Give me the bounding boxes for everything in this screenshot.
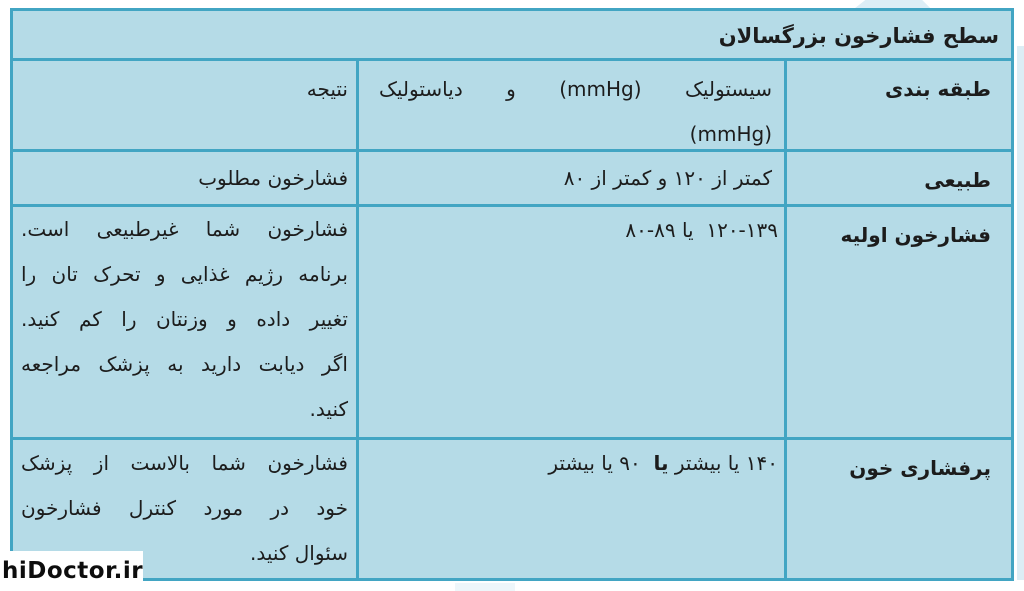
classification-prehypertension: فشارخون اولیه [840, 223, 991, 247]
classification-hypertension: پرفشاری خون [849, 456, 991, 480]
result-line: فشارخون شما بالاست از پزشک [21, 451, 348, 475]
column-header-range: سیستولیک (mmHg) و دیاستولیک (mmHg) [359, 61, 787, 149]
result-line: فشارخون شما غیرطبیعی است. [21, 217, 348, 241]
watermark-text: hiDoctor.ir [2, 558, 144, 584]
column-header-result: نتیجه [13, 61, 359, 149]
watermark: hiDoctor.ir [0, 551, 143, 591]
classification-normal: طبیعی [924, 168, 991, 192]
result-prehypertension: فشارخون شما غیرطبیعی است. برنامه رژیم غذ… [13, 207, 359, 437]
table-title-row: سطح فشارخون بزرگسالان [13, 11, 1011, 61]
column-header-classification: طبقه بندی [884, 77, 991, 101]
table-row-normal: طبیعی کمتر از ۱۲۰ و کمتر از ۸۰ فشارخون م… [13, 152, 1011, 207]
range-normal: کمتر از ۱۲۰ و کمتر از ۸۰ [359, 152, 787, 204]
result-line: برنامه رژیم غذایی و تحرک تان را [21, 262, 348, 286]
result-line: خود در مورد کنترل فشارخون [21, 496, 348, 520]
table-row-hypertension: پرفشاری خون ۱۴۰ یا بیشتر یا ۹۰ یا بیشتر … [13, 440, 1011, 578]
result-line: کنید. [309, 397, 348, 421]
result-hypertension: فشارخون شما بالاست از پزشک خود در مورد ک… [13, 440, 359, 578]
range-header-line1: سیستولیک (mmHg) و دیاستولیک [379, 77, 772, 101]
result-line: سئوال کنید. [249, 541, 348, 565]
table-header-row: طبقه بندی سیستولیک (mmHg) و دیاستولیک (m… [13, 61, 1011, 152]
range-part-before: ۱۴۰ یا بیشتر [668, 451, 778, 475]
result-normal: فشارخون مطلوب [13, 152, 359, 204]
decorative-patch-bottom [455, 583, 515, 591]
range-prehypertension: ۱۲۰‎-‎۱۳۹ یا ۸۰‎-‎۸۹ [359, 207, 787, 437]
range-or-bold: یا [653, 451, 669, 475]
decorative-strip-right [1017, 46, 1024, 580]
result-line: اگر دیابت دارید به پزشک مراجعه [21, 352, 348, 376]
table-row-prehypertension: فشارخون اولیه ۱۲۰‎-‎۱۳۹ یا ۸۰‎-‎۸۹ فشارخ… [13, 207, 1011, 440]
range-header-line2: (mmHg) [689, 122, 772, 146]
result-line: تغییر داده و وزنتان را کم کنید. [21, 307, 348, 331]
table-title: سطح فشارخون بزرگسالان [718, 24, 999, 48]
range-hypertension: ۱۴۰ یا بیشتر یا ۹۰ یا بیشتر [359, 440, 787, 578]
range-part-after: ۹۰ یا بیشتر [548, 451, 654, 475]
blood-pressure-table: سطح فشارخون بزرگسالان طبقه بندی سیستولیک… [10, 8, 1014, 581]
